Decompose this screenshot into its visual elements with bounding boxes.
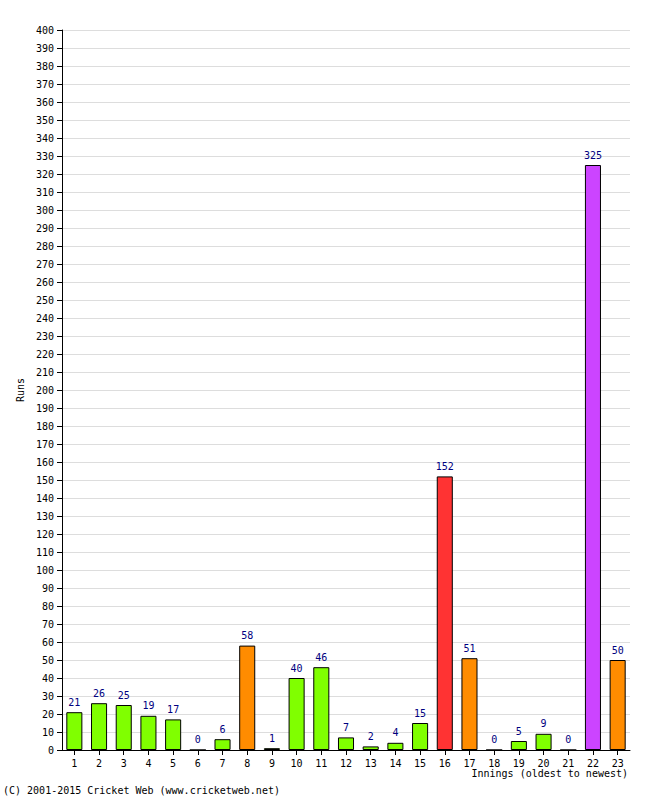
svg-text:370: 370 (36, 79, 54, 90)
svg-text:380: 380 (36, 61, 54, 72)
svg-text:18: 18 (488, 758, 500, 769)
svg-text:90: 90 (42, 583, 54, 594)
svg-text:22: 22 (587, 758, 599, 769)
svg-text:15: 15 (414, 758, 426, 769)
svg-text:5: 5 (516, 726, 522, 737)
svg-text:1: 1 (71, 758, 77, 769)
svg-text:9: 9 (269, 758, 275, 769)
svg-text:21: 21 (68, 697, 80, 708)
svg-text:1: 1 (269, 733, 275, 744)
svg-text:3: 3 (121, 758, 127, 769)
svg-text:120: 120 (36, 529, 54, 540)
svg-text:160: 160 (36, 457, 54, 468)
svg-text:340: 340 (36, 133, 54, 144)
svg-text:6: 6 (220, 724, 226, 735)
svg-text:30: 30 (42, 691, 54, 702)
svg-text:180: 180 (36, 421, 54, 432)
svg-text:150: 150 (36, 475, 54, 486)
svg-text:200: 200 (36, 385, 54, 396)
svg-text:170: 170 (36, 439, 54, 450)
svg-text:15: 15 (414, 708, 426, 719)
svg-text:17: 17 (463, 758, 475, 769)
svg-text:240: 240 (36, 313, 54, 324)
svg-text:0: 0 (565, 734, 571, 745)
svg-text:46: 46 (315, 652, 327, 663)
svg-text:325: 325 (584, 150, 602, 161)
svg-text:400: 400 (36, 25, 54, 36)
svg-text:58: 58 (241, 630, 253, 641)
svg-text:60: 60 (42, 637, 54, 648)
svg-text:6: 6 (195, 758, 201, 769)
svg-text:130: 130 (36, 511, 54, 522)
svg-text:12: 12 (340, 758, 352, 769)
svg-text:300: 300 (36, 205, 54, 216)
svg-text:260: 260 (36, 277, 54, 288)
svg-text:4: 4 (392, 727, 398, 738)
svg-text:220: 220 (36, 349, 54, 360)
svg-text:140: 140 (36, 493, 54, 504)
svg-text:0: 0 (195, 734, 201, 745)
svg-text:2: 2 (368, 731, 374, 742)
svg-text:4: 4 (145, 758, 151, 769)
svg-text:26: 26 (93, 688, 105, 699)
svg-text:270: 270 (36, 259, 54, 270)
svg-text:360: 360 (36, 97, 54, 108)
svg-text:Runs: Runs (15, 378, 26, 402)
svg-text:250: 250 (36, 295, 54, 306)
svg-text:0: 0 (491, 734, 497, 745)
svg-text:70: 70 (42, 619, 54, 630)
svg-text:152: 152 (436, 461, 454, 472)
svg-text:350: 350 (36, 115, 54, 126)
svg-text:20: 20 (42, 709, 54, 720)
svg-text:50: 50 (42, 655, 54, 666)
svg-text:13: 13 (365, 758, 377, 769)
svg-text:16: 16 (439, 758, 451, 769)
svg-text:Innings (oldest to newest): Innings (oldest to newest) (471, 768, 628, 779)
svg-text:19: 19 (142, 700, 154, 711)
svg-text:9: 9 (541, 718, 547, 729)
svg-text:210: 210 (36, 367, 54, 378)
svg-text:(C) 2001-2015 Cricket Web (www: (C) 2001-2015 Cricket Web (www.cricketwe… (3, 785, 280, 796)
svg-text:50: 50 (612, 645, 624, 656)
svg-text:100: 100 (36, 565, 54, 576)
svg-text:280: 280 (36, 241, 54, 252)
svg-text:8: 8 (244, 758, 250, 769)
svg-text:230: 230 (36, 331, 54, 342)
svg-text:310: 310 (36, 187, 54, 198)
svg-text:330: 330 (36, 151, 54, 162)
svg-text:5: 5 (170, 758, 176, 769)
svg-text:10: 10 (42, 727, 54, 738)
svg-text:110: 110 (36, 547, 54, 558)
svg-text:17: 17 (167, 704, 179, 715)
svg-text:190: 190 (36, 403, 54, 414)
svg-text:23: 23 (612, 758, 624, 769)
svg-text:7: 7 (220, 758, 226, 769)
svg-text:40: 40 (291, 663, 303, 674)
svg-text:0: 0 (48, 745, 54, 756)
svg-text:21: 21 (562, 758, 574, 769)
svg-text:20: 20 (538, 758, 550, 769)
svg-text:40: 40 (42, 673, 54, 684)
svg-text:2: 2 (96, 758, 102, 769)
svg-text:290: 290 (36, 223, 54, 234)
svg-text:19: 19 (513, 758, 525, 769)
svg-text:25: 25 (118, 690, 130, 701)
svg-text:14: 14 (389, 758, 401, 769)
svg-text:80: 80 (42, 601, 54, 612)
svg-text:51: 51 (463, 643, 475, 654)
svg-text:7: 7 (343, 722, 349, 733)
svg-text:11: 11 (315, 758, 327, 769)
svg-text:320: 320 (36, 169, 54, 180)
svg-text:10: 10 (291, 758, 303, 769)
svg-text:390: 390 (36, 43, 54, 54)
